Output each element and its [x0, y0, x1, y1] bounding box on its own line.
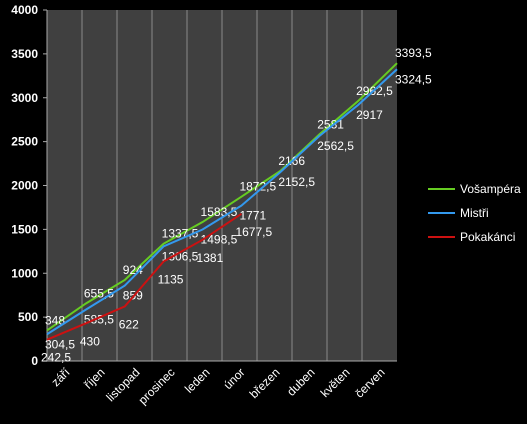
y-tick-label: 2000: [11, 179, 38, 193]
legend-label: Mistři: [460, 206, 489, 220]
series-line: [46, 68, 398, 336]
x-tick-label: červen: [352, 365, 387, 400]
data-label: 304,5: [45, 337, 75, 351]
series-line: [46, 62, 398, 332]
y-tick-label: 2500: [11, 135, 38, 149]
data-label: 2152,5: [278, 175, 315, 189]
data-label: 2562,5: [317, 139, 354, 153]
data-label: 655,5: [84, 286, 114, 300]
data-label: 3324,5: [395, 72, 432, 86]
data-label: 1583,5: [201, 205, 238, 219]
data-label: 242,5: [41, 351, 71, 365]
y-tick-label: 3000: [11, 91, 38, 105]
x-tick-label: duben: [284, 365, 317, 398]
y-tick-label: 3500: [11, 47, 38, 61]
data-label: 1337,5: [162, 227, 199, 241]
y-tick-label: 1000: [11, 266, 38, 280]
data-label: 1498,5: [201, 233, 238, 247]
x-tick-label: květen: [318, 365, 353, 400]
y-tick-label: 0: [31, 354, 38, 368]
data-label: 1677,5: [235, 225, 272, 239]
data-label: 430: [80, 334, 100, 348]
data-label: 2917: [356, 108, 383, 122]
data-label: 1306,5: [162, 249, 199, 263]
legend-label: Vošampéra: [460, 182, 521, 196]
data-label: 1771: [239, 209, 266, 223]
x-tick-label: září: [49, 365, 74, 390]
data-label: 622: [119, 317, 139, 331]
x-tick-label: leden: [182, 365, 213, 396]
data-label: 585,5: [84, 313, 114, 327]
data-label: 1135: [158, 272, 184, 286]
series-line: [46, 212, 243, 341]
x-tick-label: říjen: [81, 365, 107, 391]
y-tick-label: 1500: [11, 222, 38, 236]
y-tick-label: 500: [18, 310, 38, 324]
y-tick-label: 4000: [11, 3, 38, 17]
x-tick-label: prosinec: [136, 365, 178, 407]
x-tick-label: březen: [247, 365, 283, 401]
data-label: 1381: [197, 251, 224, 265]
x-tick-label: únor: [221, 365, 248, 392]
data-label: 348: [45, 313, 65, 327]
data-label: 3393,5: [395, 46, 432, 60]
legend-label: Pokakánci: [460, 230, 515, 244]
